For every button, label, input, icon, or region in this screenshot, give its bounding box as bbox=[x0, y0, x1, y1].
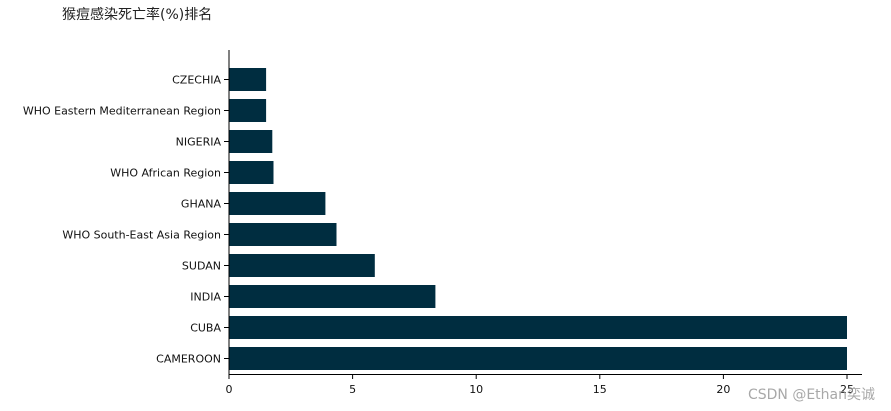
bar-who-african-region bbox=[229, 161, 274, 184]
x-axis: 0 5 10 15 20 25 bbox=[226, 374, 862, 396]
bar-india bbox=[229, 285, 436, 308]
category-label: WHO South-East Asia Region bbox=[62, 229, 221, 242]
category-label: CAMEROON bbox=[156, 353, 221, 366]
y-axis: CZECHIA WHO Eastern Mediterranean Region N… bbox=[23, 50, 230, 375]
x-tick-label: 0 bbox=[226, 383, 233, 396]
bar-sudan bbox=[229, 254, 375, 277]
category-label: SUDAN bbox=[182, 260, 221, 273]
category-label: CUBA bbox=[190, 322, 221, 335]
bars-group bbox=[229, 68, 847, 370]
bar-nigeria bbox=[229, 130, 273, 153]
x-tick-label: 25 bbox=[840, 383, 854, 396]
x-tick-label: 10 bbox=[469, 383, 483, 396]
category-label: NIGERIA bbox=[176, 136, 222, 149]
bar-cameroon bbox=[229, 347, 847, 370]
chart-title: 猴痘感染死亡率(%)排名 bbox=[62, 6, 212, 23]
bar-cuba bbox=[229, 316, 847, 339]
bar-who-eastern-mediterranean-region bbox=[229, 99, 267, 122]
category-label: WHO African Region bbox=[110, 167, 221, 180]
watermark-text: CSDN @Ethan奕诚 bbox=[748, 387, 875, 403]
x-tick-label: 20 bbox=[716, 383, 730, 396]
category-label: WHO Eastern Mediterranean Region bbox=[23, 105, 221, 118]
bar-czechia bbox=[229, 68, 267, 91]
category-label: INDIA bbox=[190, 291, 221, 304]
category-label: CZECHIA bbox=[172, 74, 221, 87]
x-tick-label: 5 bbox=[349, 383, 356, 396]
category-label: GHANA bbox=[181, 198, 222, 211]
bar-who-south-east-asia-region bbox=[229, 223, 337, 246]
x-tick-label: 15 bbox=[593, 383, 607, 396]
bar-ghana bbox=[229, 192, 326, 215]
